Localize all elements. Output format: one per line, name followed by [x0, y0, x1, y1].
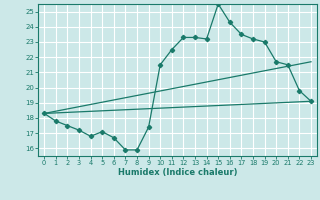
X-axis label: Humidex (Indice chaleur): Humidex (Indice chaleur): [118, 168, 237, 177]
